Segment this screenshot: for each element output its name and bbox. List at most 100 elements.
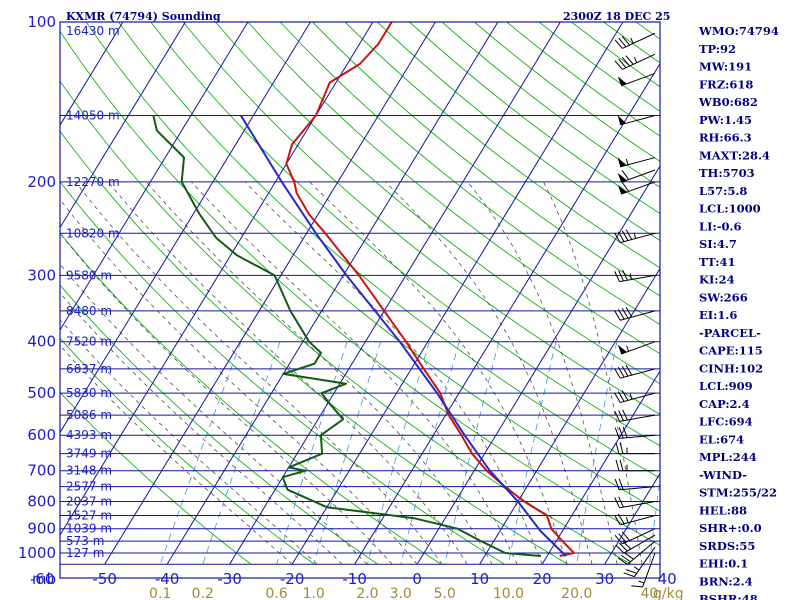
mixing-ratio-tick-label: 20.0 xyxy=(561,586,592,600)
mixing-ratio-line xyxy=(367,341,430,565)
moist-adiabat xyxy=(74,181,443,565)
dry-adiabat xyxy=(60,130,569,565)
sounding-index: SHR+:0.0 xyxy=(699,521,762,535)
sounding-index: WMO:74794 xyxy=(698,24,779,38)
mixing-ratio-tick-label: 5.0 xyxy=(434,586,456,600)
isotherm-line xyxy=(541,370,660,565)
sounding-index: L57:5.8 xyxy=(699,184,747,198)
isotherm-line xyxy=(60,22,311,434)
sounding-index: TH:5703 xyxy=(699,166,755,180)
dry-adiabat xyxy=(215,22,660,385)
moist-adiabat xyxy=(60,292,343,565)
wind-barb xyxy=(614,269,656,283)
mixing-ratio-units: g/kg xyxy=(653,586,684,600)
wind-barb xyxy=(617,341,656,355)
wind-barb xyxy=(614,229,656,244)
sounding-index: -WIND- xyxy=(699,468,747,482)
dry-adiabat xyxy=(182,22,660,415)
height-label: 14050 m xyxy=(66,109,120,123)
moist-adiabat xyxy=(60,344,293,565)
moist-adiabat xyxy=(309,181,568,565)
wind-barb xyxy=(617,169,656,183)
mixing-ratio-tick-label: 40 xyxy=(641,586,659,600)
dry-adiabat xyxy=(60,337,315,565)
pressure-tick-label: 1000 xyxy=(18,544,56,562)
height-label: 9580 m xyxy=(66,268,112,282)
dry-adiabat xyxy=(60,30,660,546)
sounding-index: WB0:682 xyxy=(698,95,758,109)
sounding-index: EI:1.6 xyxy=(699,308,737,322)
height-label: 7520 m xyxy=(66,335,112,349)
pressure-tick-label: 800 xyxy=(27,493,56,511)
isotherm-line xyxy=(479,267,660,565)
temperature-tick-label: -50 xyxy=(92,570,117,588)
dry-adiabat xyxy=(85,22,660,512)
temperature-tick-label: 40 xyxy=(658,570,677,588)
sounding-index: LI:-0.6 xyxy=(699,219,742,233)
dry-adiabat xyxy=(312,22,660,297)
isotherm-line xyxy=(291,22,624,565)
wind-barb xyxy=(615,534,656,554)
sounding-index: CAPE:115 xyxy=(699,344,763,358)
mixing-ratio-tick-label: 2.0 xyxy=(356,586,378,600)
isotherm-line xyxy=(104,22,436,565)
sounding-index: MAXT:28.4 xyxy=(699,148,770,162)
wind-barb xyxy=(614,364,656,379)
temperature-tick-label: -40 xyxy=(155,570,180,588)
mixing-ratio-tick-label: 1.0 xyxy=(303,586,325,600)
pressure-tick-label: 400 xyxy=(27,333,56,351)
sounding-index: LCL:1000 xyxy=(699,202,761,216)
height-label: 5830 m xyxy=(66,386,112,400)
wind-barb xyxy=(614,528,656,545)
moist-adiabat xyxy=(60,319,318,565)
moist-adiabat xyxy=(60,198,418,565)
sounding-index: MW:191 xyxy=(699,60,752,74)
pressure-tick-label: 900 xyxy=(27,520,56,538)
mixing-ratio-line xyxy=(313,341,382,565)
y-axis-label: mb xyxy=(32,570,56,588)
height-label: 10820 m xyxy=(66,226,120,240)
sounding-index: RH:66.3 xyxy=(699,131,752,145)
sounding-index: SW:266 xyxy=(699,290,748,304)
wind-barb xyxy=(617,157,656,168)
pressure-tick-label: 100 xyxy=(27,13,56,31)
wind-barb xyxy=(614,390,656,403)
height-label: 1527 m xyxy=(66,509,112,523)
wind-barb xyxy=(615,459,655,472)
isotherm-line xyxy=(416,165,660,565)
height-label: 1039 m xyxy=(66,522,112,536)
sounding-index: KI:24 xyxy=(699,273,735,287)
pressure-tick-label: 200 xyxy=(27,173,56,191)
wind-barb xyxy=(614,32,656,49)
isotherm-line xyxy=(60,22,249,332)
series-parcel-line xyxy=(240,114,567,557)
isotherm-line xyxy=(166,22,499,565)
series-dewpoint-line xyxy=(152,115,541,557)
wind-barb xyxy=(614,307,656,321)
height-label: 127 m xyxy=(66,546,104,560)
temperature-tick-label: 0 xyxy=(412,570,422,588)
wind-barbs xyxy=(614,32,656,588)
sounding-index: CAP:2.4 xyxy=(699,397,750,411)
height-label: 4393 m xyxy=(66,428,112,442)
series-temperature-line xyxy=(285,22,575,557)
dry-adiabat xyxy=(60,391,252,565)
temperature-tick-label: -10 xyxy=(342,570,367,588)
sounding-index: TT:41 xyxy=(699,255,736,269)
moist-adiabat xyxy=(60,263,368,565)
sounding-index: BRN:2.4 xyxy=(699,574,753,588)
pressure-tick-label: 700 xyxy=(27,462,56,480)
moist-adiabat xyxy=(385,181,593,565)
chart-title: KXMR (74794) Sounding xyxy=(66,10,221,23)
wind-barb xyxy=(631,552,656,588)
height-label: 16430 m xyxy=(66,24,120,38)
mixing-ratio-tick-label: 0.2 xyxy=(192,586,214,600)
wind-barb xyxy=(614,478,656,491)
moist-adiabat xyxy=(107,181,468,565)
mixing-ratio-line xyxy=(159,341,242,565)
mixing-ratio-line xyxy=(400,341,460,565)
sounding-index: -PARCEL- xyxy=(699,326,761,340)
dry-adiabat xyxy=(150,22,660,447)
